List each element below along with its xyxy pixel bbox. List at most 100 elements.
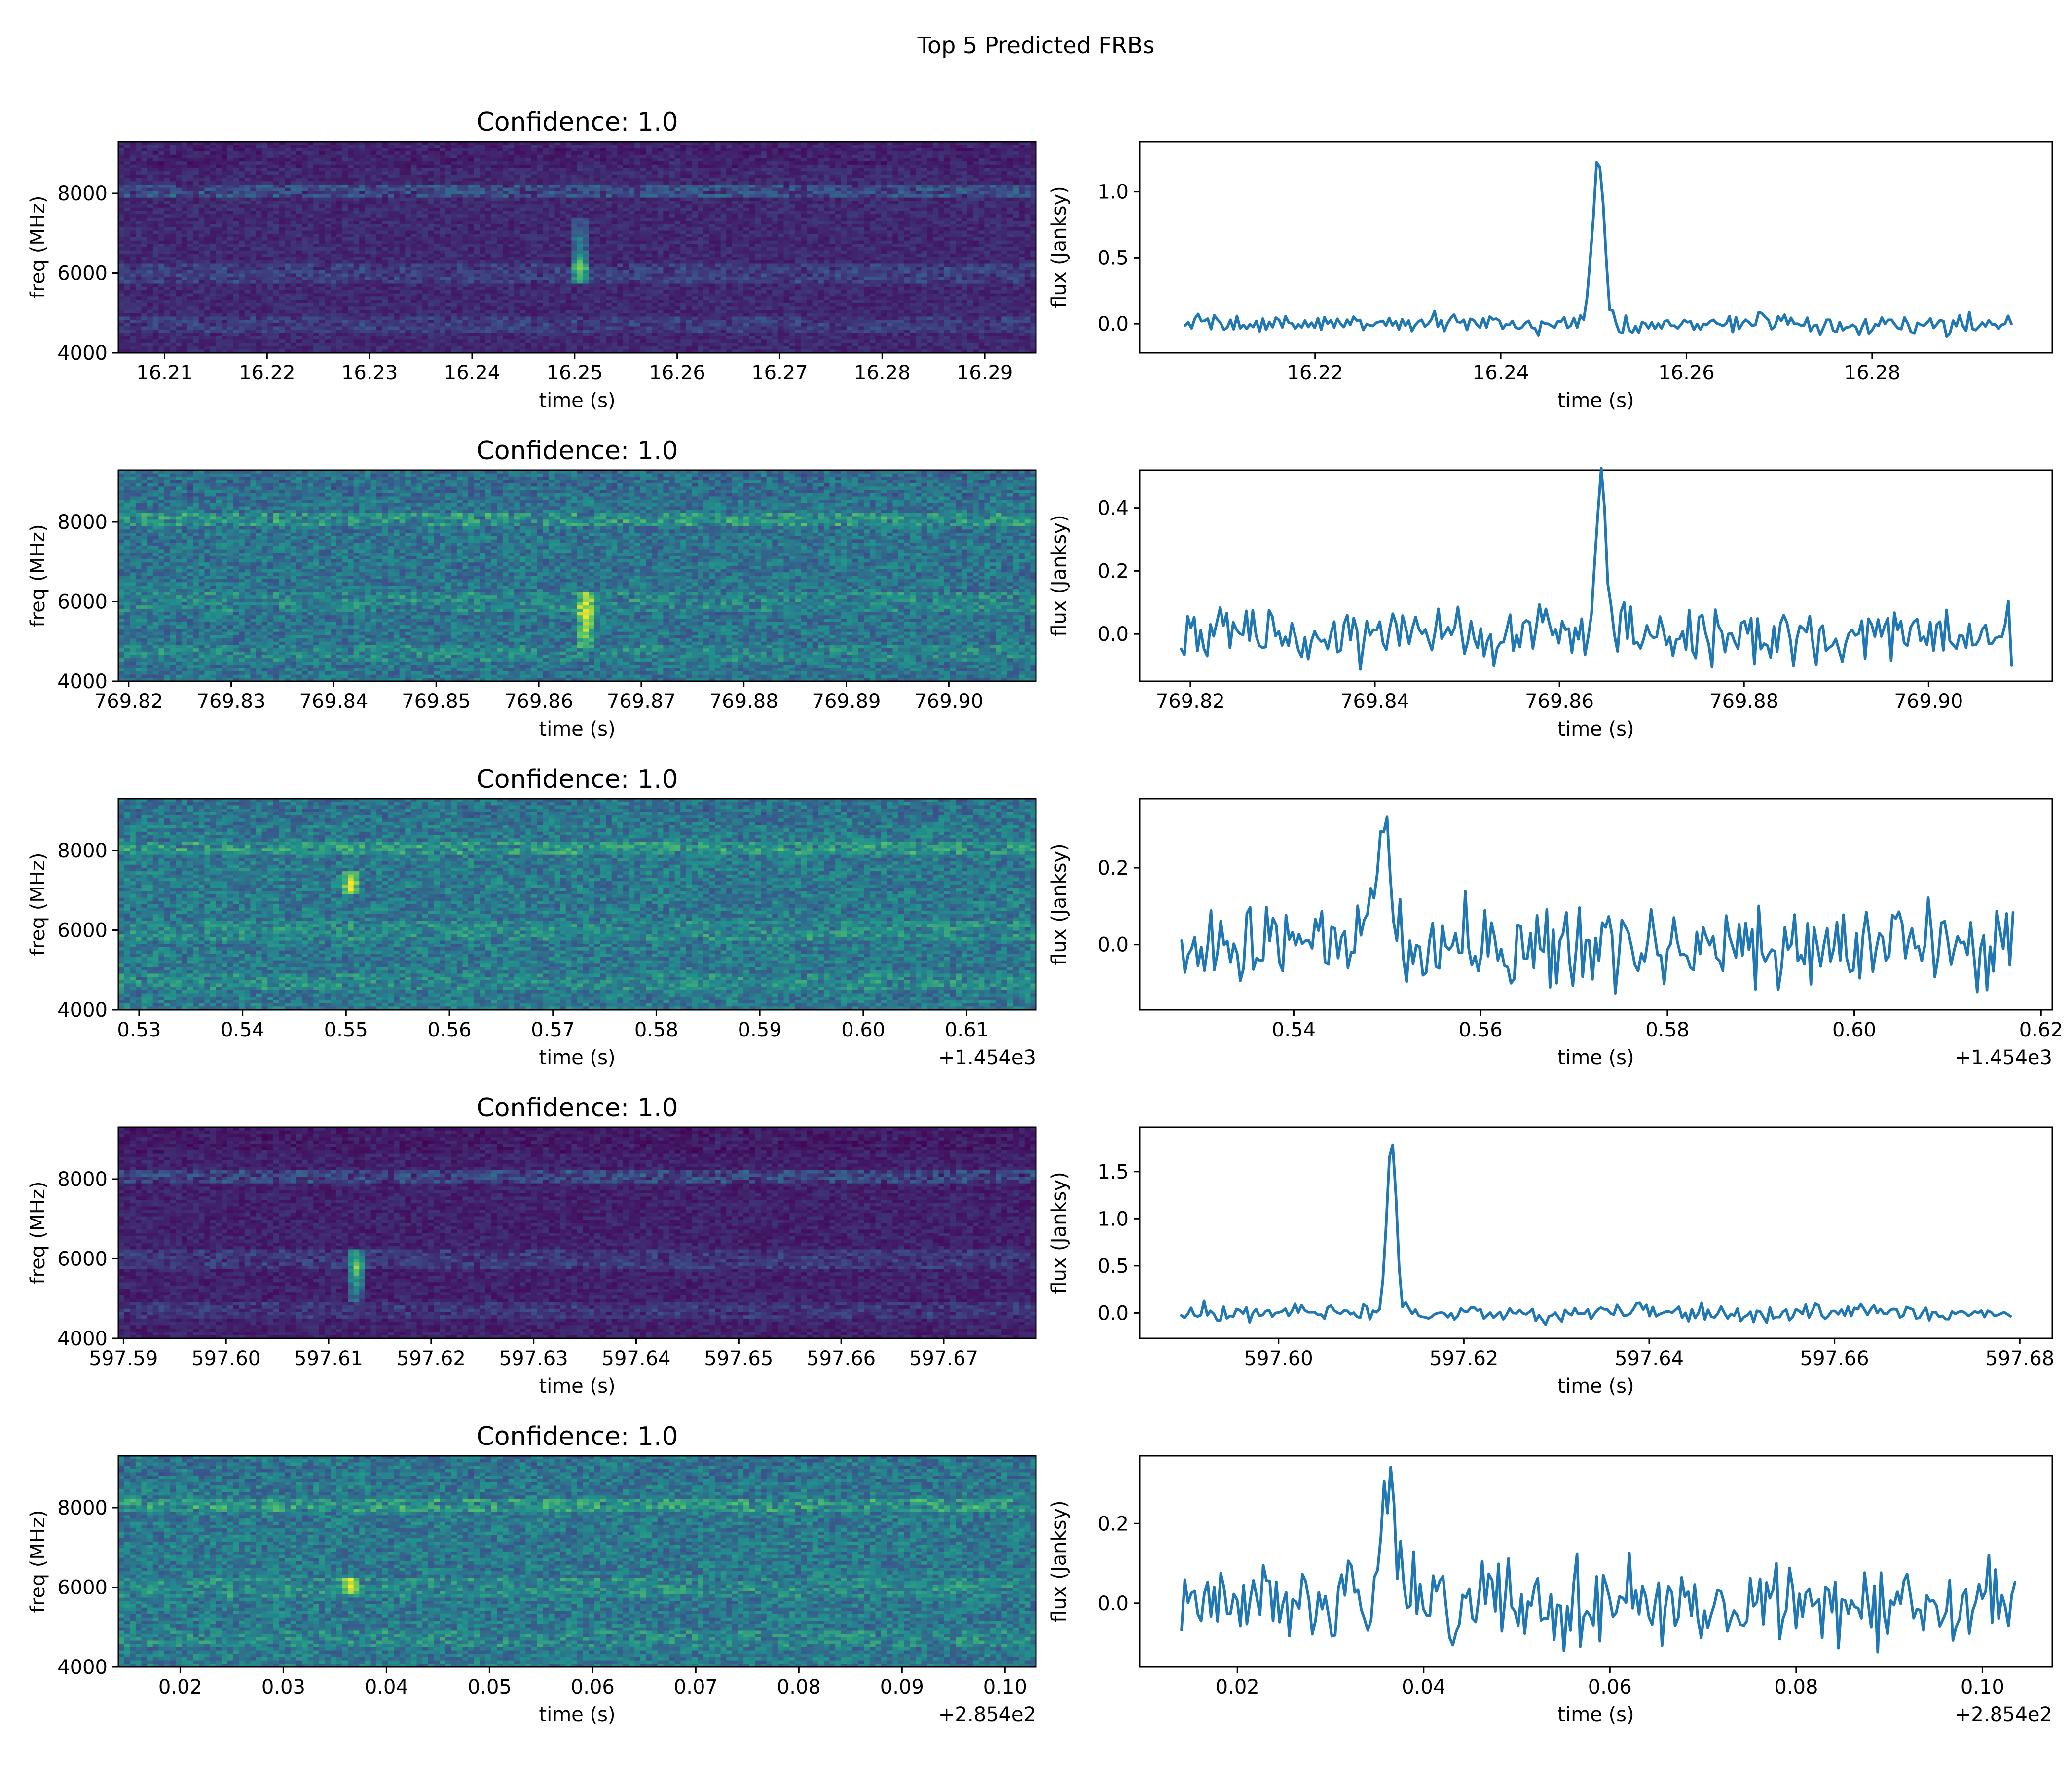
heatmap-cell	[835, 178, 841, 182]
heatmap-cell	[801, 198, 807, 201]
heatmap-cell	[503, 148, 509, 151]
heatmap-cell	[646, 175, 652, 178]
heatmap-cell	[537, 158, 543, 161]
heatmap-cell	[692, 155, 698, 158]
heatmap-cell	[795, 191, 801, 194]
heatmap-cell	[1001, 158, 1007, 161]
heatmap-cell	[434, 151, 440, 155]
heatmap-cell	[824, 194, 830, 198]
heatmap-cell	[847, 188, 852, 191]
heatmap-cell	[973, 178, 979, 182]
heatmap-cell	[984, 165, 990, 168]
heatmap-cell	[336, 148, 342, 151]
heatmap-cell	[623, 148, 629, 151]
heatmap-cell	[835, 161, 841, 165]
heatmap-cell	[594, 181, 600, 185]
heatmap-cell	[566, 178, 572, 182]
heatmap-cell	[164, 201, 170, 204]
heatmap-cell	[359, 151, 365, 155]
heatmap-cell	[463, 145, 469, 148]
heatmap-cell	[612, 148, 618, 151]
heatmap-cell	[250, 181, 256, 185]
heatmap-cell	[291, 178, 296, 182]
heatmap-cell	[382, 181, 388, 185]
heatmap-cell	[640, 191, 646, 194]
heatmap-cell	[749, 161, 755, 165]
heatmap-cell	[434, 175, 440, 178]
heatmap-cell	[336, 185, 342, 188]
heatmap-cell	[709, 175, 715, 178]
heatmap-cell	[922, 178, 927, 182]
heatmap-cell	[698, 188, 703, 191]
heatmap-cell	[285, 178, 291, 182]
heatmap-cell	[813, 148, 818, 151]
heatmap-cell	[342, 175, 348, 178]
heatmap-cell	[910, 171, 916, 175]
heatmap-cell	[525, 155, 531, 158]
heatmap-cell	[124, 198, 130, 201]
heatmap-cell	[784, 151, 790, 155]
heatmap-cell	[870, 198, 876, 201]
heatmap-cell	[996, 191, 1002, 194]
heatmap-cell	[445, 181, 451, 185]
heatmap-cell	[445, 158, 451, 161]
heatmap-cell	[411, 201, 417, 204]
heatmap-cell	[658, 178, 664, 182]
heatmap-cell	[463, 181, 469, 185]
heatmap-cell	[715, 148, 721, 151]
heatmap-cell	[938, 155, 944, 158]
heatmap-cell	[325, 191, 331, 194]
heatmap-cell	[222, 155, 227, 158]
heatmap-cell	[784, 191, 790, 194]
heatmap-cell	[302, 175, 308, 178]
heatmap-cell	[428, 151, 434, 155]
heatmap-cell	[503, 198, 509, 201]
heatmap-cell	[319, 201, 325, 204]
heatmap-cell	[491, 155, 497, 158]
heatmap-cell	[761, 171, 767, 175]
heatmap-cell	[876, 181, 882, 185]
heatmap-cell	[617, 181, 623, 185]
heatmap-cell	[795, 145, 801, 148]
heatmap-cell	[118, 171, 124, 175]
heatmap-cell	[904, 185, 910, 188]
heatmap-cell	[813, 165, 818, 168]
heatmap-cell	[497, 194, 503, 198]
heatmap-cell	[124, 188, 130, 191]
heatmap-cell	[250, 168, 256, 172]
heatmap-cell	[325, 148, 331, 151]
heatmap-cell	[342, 151, 348, 155]
heatmap-cell	[313, 171, 319, 175]
heatmap-cell	[663, 165, 669, 168]
heatmap-cell	[308, 158, 314, 161]
heatmap-cell	[996, 171, 1002, 175]
heatmap-cell	[761, 178, 767, 182]
heatmap-cell	[743, 161, 749, 165]
heatmap-cell	[583, 155, 589, 158]
heatmap-cell	[927, 158, 933, 161]
heatmap-cell	[222, 145, 227, 148]
heatmap-cell	[984, 171, 990, 175]
heatmap-cell	[979, 161, 985, 165]
heatmap-cell	[830, 188, 836, 191]
heatmap-cell	[428, 181, 434, 185]
heatmap-cell	[577, 155, 583, 158]
heatmap-cell	[876, 171, 882, 175]
heatmap-cell	[830, 151, 836, 155]
heatmap-cell	[887, 145, 893, 148]
heatmap-cell	[738, 161, 744, 165]
heatmap-cell	[376, 201, 382, 204]
heatmap-cell	[531, 165, 537, 168]
heatmap-cell	[898, 191, 904, 194]
heatmap-cell	[852, 181, 858, 185]
heatmap-cell	[967, 168, 973, 172]
heatmap-cell	[555, 185, 560, 188]
heatmap-cell	[852, 191, 858, 194]
heatmap-cell	[531, 201, 537, 204]
heatmap-cell	[308, 191, 314, 194]
heatmap-cell	[847, 165, 852, 168]
heatmap-cell	[308, 194, 314, 198]
heatmap-cell	[147, 175, 153, 178]
heatmap-cell	[589, 151, 594, 155]
heatmap-cell	[640, 181, 646, 185]
